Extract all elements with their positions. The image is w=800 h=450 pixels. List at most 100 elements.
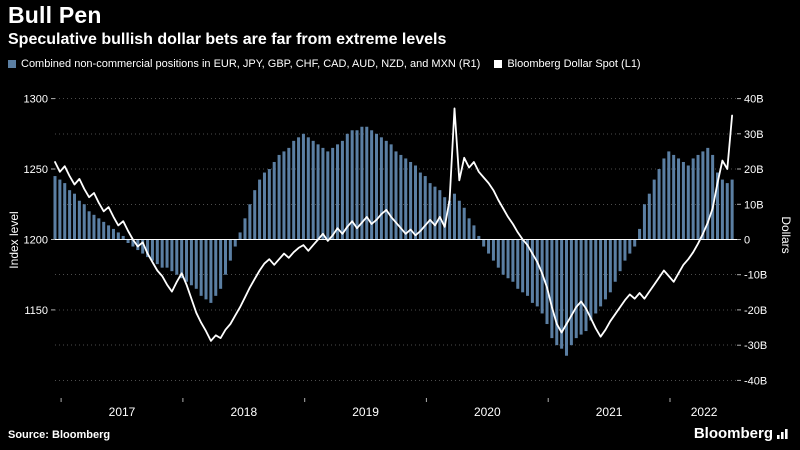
position-bar	[657, 169, 661, 240]
position-bar	[87, 211, 91, 240]
position-bar	[340, 140, 344, 240]
position-bar	[248, 204, 252, 240]
position-bar	[292, 140, 296, 240]
position-bar	[155, 239, 159, 265]
position-bar	[194, 239, 198, 289]
position-bar	[58, 179, 62, 240]
position-bar	[185, 239, 189, 282]
position-bar	[160, 239, 164, 268]
chart-legend: Combined non-commercial positions in EUR…	[8, 58, 641, 70]
position-bar	[233, 239, 237, 247]
position-bar	[150, 239, 154, 261]
position-bar	[569, 239, 573, 346]
position-bar	[482, 239, 486, 247]
position-bar	[545, 239, 549, 325]
position-bar	[701, 151, 705, 240]
right-axis-tick-label: -10B	[744, 270, 767, 282]
position-bar	[618, 239, 622, 272]
position-bar	[491, 239, 495, 261]
position-bar	[267, 169, 271, 240]
bloomberg-wordmark: Bloomberg	[693, 425, 773, 442]
bar-series-swatch-icon	[8, 60, 16, 68]
position-bar	[725, 183, 729, 240]
position-bar	[423, 176, 427, 240]
position-bar	[136, 239, 140, 251]
position-bar	[345, 133, 349, 240]
dollar-spot-line	[54, 107, 733, 342]
position-bar	[189, 239, 193, 286]
position-bar	[97, 218, 101, 240]
right-axis-tick-label: 0	[744, 235, 750, 247]
position-bar	[350, 130, 354, 240]
position-bar	[199, 239, 203, 296]
x-axis-tick-label: 2020	[474, 405, 501, 419]
position-bar	[262, 172, 266, 240]
position-bar	[706, 147, 710, 240]
position-bar	[253, 190, 257, 240]
position-bar	[384, 140, 388, 240]
position-bar	[628, 239, 632, 254]
position-bar	[141, 239, 145, 254]
position-bar	[301, 133, 305, 240]
position-bar	[438, 190, 442, 240]
position-bar	[667, 151, 671, 240]
position-bar	[448, 200, 452, 240]
left-axis-tick-label: 1150	[24, 305, 48, 317]
line-series-swatch-icon	[494, 60, 503, 68]
position-bar	[428, 183, 432, 240]
position-bar	[321, 147, 325, 240]
position-bar	[360, 126, 364, 240]
position-bar	[496, 239, 500, 268]
position-bar	[287, 147, 291, 240]
position-bar	[379, 137, 383, 240]
position-bar	[579, 239, 583, 335]
position-bar	[613, 239, 617, 282]
position-bar	[306, 137, 310, 240]
position-bar	[394, 151, 398, 240]
position-bar	[121, 235, 125, 240]
position-bar	[501, 239, 505, 275]
position-bar	[146, 239, 150, 258]
position-bar	[63, 183, 67, 240]
position-bar	[238, 232, 242, 240]
position-bar	[82, 204, 86, 240]
right-axis-tick-label: 30B	[744, 129, 764, 141]
legend-item-dollar-spot: Bloomberg Dollar Spot (L1)	[494, 58, 641, 70]
position-bar	[223, 239, 228, 275]
source-note: Source: Bloomberg	[8, 429, 111, 441]
chart-subtitle: Speculative bullish dollar bets are far …	[8, 31, 447, 48]
position-bar	[336, 144, 340, 240]
bloomberg-logo: Bloomberg	[694, 425, 788, 442]
position-bar	[131, 239, 135, 247]
position-bar	[623, 239, 627, 261]
position-bar	[418, 172, 422, 240]
right-axis-tick-label: 20B	[744, 164, 764, 176]
position-bar	[326, 151, 330, 240]
position-bar	[282, 151, 286, 240]
position-bar	[355, 130, 359, 240]
position-bar	[720, 179, 724, 240]
position-bar	[389, 144, 393, 240]
position-bar	[107, 225, 111, 240]
position-bar	[170, 239, 174, 272]
position-bar	[589, 239, 593, 321]
position-bar	[526, 239, 530, 296]
position-bar	[228, 239, 232, 261]
position-bar	[53, 176, 57, 240]
x-axis-tick-label: 2018	[230, 405, 257, 419]
position-bar	[540, 239, 544, 314]
position-bar	[487, 239, 491, 254]
position-bar	[452, 193, 456, 240]
position-bar	[535, 239, 539, 307]
position-bar	[564, 239, 569, 356]
chart-title: Bull Pen	[8, 2, 102, 28]
position-bar	[462, 207, 466, 240]
legend-label-positions: Combined non-commercial positions in EUR…	[21, 58, 481, 70]
position-bar	[477, 235, 481, 240]
position-bar	[111, 228, 115, 240]
position-bar	[681, 161, 685, 240]
position-bar	[467, 218, 471, 240]
position-bar	[316, 144, 320, 240]
position-bar	[77, 200, 81, 240]
